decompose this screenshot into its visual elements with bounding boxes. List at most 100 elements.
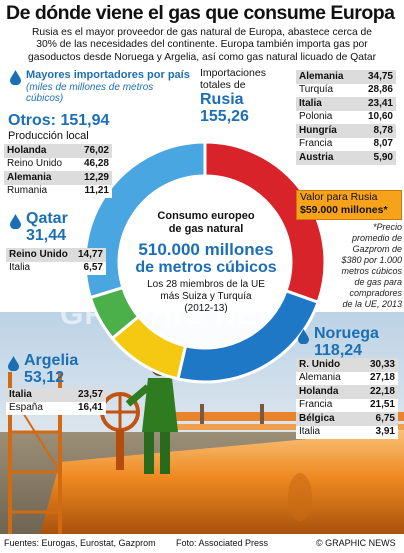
importer-row: Francia 8,07 bbox=[296, 138, 396, 152]
footnote-line: promedio de bbox=[351, 233, 402, 243]
gas-drop-icon bbox=[8, 356, 19, 371]
copyright-credit: © GRAPHIC NEWS bbox=[316, 538, 396, 548]
algeria-label: Argelia 53,12 bbox=[8, 352, 108, 386]
importer-country: España bbox=[9, 402, 43, 414]
importer-value: 22,18 bbox=[369, 385, 395, 397]
importer-country: Holanda bbox=[299, 385, 339, 397]
algeria-table: Italia 23,57 España 16,41 bbox=[6, 388, 106, 415]
importer-country: Rumania bbox=[7, 185, 48, 197]
importer-value: 27,18 bbox=[369, 372, 395, 384]
russia-value-label: Valor para Rusia bbox=[300, 191, 378, 203]
importer-value: 21,51 bbox=[369, 399, 395, 411]
importer-country: Italia bbox=[9, 262, 31, 274]
others-value: 151,94 bbox=[60, 112, 110, 129]
importer-value: 14,77 bbox=[77, 248, 103, 260]
algeria-value: 53,12 bbox=[24, 369, 65, 386]
qatar-value: 31,44 bbox=[26, 227, 67, 244]
algeria-name: Argelia bbox=[24, 352, 79, 369]
importer-value: 5,90 bbox=[373, 151, 393, 163]
gas-drop-icon bbox=[298, 329, 309, 344]
importer-country: Austria bbox=[299, 151, 334, 163]
russia-caption: Importaciones totales de bbox=[200, 67, 266, 91]
importer-country: Alemania bbox=[299, 372, 341, 384]
importer-country: Francia bbox=[299, 399, 333, 411]
intro-text: Rusia es el mayor proveedor de gas natur… bbox=[0, 27, 404, 64]
legend-units: (miles de millones de metros cúbicos) bbox=[26, 82, 154, 104]
center-sub-1: Los 28 miembros de la UE bbox=[147, 279, 265, 290]
importer-row: Italia 23,57 bbox=[6, 388, 106, 402]
price-footnote: *Precio promedio de Gazprom de $380 por 1.0… bbox=[320, 222, 402, 310]
others-name: Otros: bbox=[8, 112, 56, 129]
intro-line: gasoductos desde Noruega y Argelia, así … bbox=[27, 51, 377, 63]
importer-row: Italia 6,57 bbox=[6, 262, 106, 276]
footnote-line: de gas para bbox=[354, 277, 402, 287]
importer-value: 11,21 bbox=[84, 185, 109, 197]
russia-table: Alemania 34,75 Turquía 28,86 Italia 23,41 Polo… bbox=[296, 70, 396, 165]
center-line-2: de gas natural bbox=[168, 223, 244, 235]
importer-value: 28,86 bbox=[367, 84, 393, 96]
importer-country: Italia bbox=[299, 426, 321, 438]
gas-drop-icon bbox=[10, 70, 21, 85]
importer-value: 23,41 bbox=[367, 97, 393, 109]
chart-center-label: Consumo europeo de gas natural 510.000 m… bbox=[126, 210, 286, 315]
others-label: Otros: 151,94 Producción local bbox=[8, 112, 158, 142]
importer-row: Francia 21,51 bbox=[296, 399, 398, 413]
importer-row: Hungría 8,78 bbox=[296, 124, 396, 138]
importer-row: Italia 23,41 bbox=[296, 97, 396, 111]
center-sub-2: más Suiza y Turquía bbox=[160, 291, 252, 302]
footnote-line: compradores bbox=[349, 288, 402, 298]
importer-country: Reino Unido bbox=[7, 158, 63, 170]
norway-table: R. Unido 30,33 Alemania 27,18 Holanda 22,18 Fr… bbox=[296, 358, 398, 439]
qatar-label: Qatar 31,44 bbox=[8, 210, 98, 244]
importer-value: 34,75 bbox=[367, 70, 393, 82]
russia-label: Importaciones totales de Rusia 155,26 bbox=[200, 67, 292, 125]
importer-value: 16,41 bbox=[77, 402, 103, 414]
importer-value: 6,75 bbox=[375, 412, 395, 424]
importer-row: Alemania 12,29 bbox=[4, 171, 112, 185]
importer-value: 3,91 bbox=[375, 426, 395, 438]
importer-row: Austria 5,90 bbox=[296, 151, 396, 165]
russia-name: Rusia bbox=[200, 91, 244, 108]
intro-line: 30% de las necesidades del continente. E… bbox=[36, 39, 368, 51]
importer-row: Holanda 22,18 bbox=[296, 385, 398, 399]
legend: Mayores importadores por país (miles de … bbox=[8, 66, 198, 110]
sources-credit: Fuentes: Eurogas, Eurostat, Gazprom bbox=[4, 538, 156, 548]
norway-label: Noruega 118,24 bbox=[298, 325, 398, 359]
footnote-line: metros cúbicos bbox=[341, 266, 402, 276]
center-sub-3: (2012-13) bbox=[184, 303, 228, 314]
importer-country: Alemania bbox=[7, 171, 52, 183]
center-line-1: Consumo europeo bbox=[157, 210, 255, 222]
importer-row: Reino Unido 46,28 bbox=[4, 158, 112, 172]
footnote-line: $380 por 1.000 bbox=[341, 255, 402, 265]
importer-value: 23,57 bbox=[77, 388, 103, 400]
importer-country: Francia bbox=[299, 138, 333, 150]
importer-row: Rumania 11,21 bbox=[4, 185, 112, 199]
importer-country: Reino Unido bbox=[9, 248, 68, 260]
norway-name: Noruega bbox=[314, 325, 379, 342]
importer-value: 8,07 bbox=[373, 138, 393, 150]
importer-row: Alemania 34,75 bbox=[296, 70, 396, 84]
page-title: De dónde viene el gas que consume Europa bbox=[6, 2, 395, 24]
legend-heading: Mayores importadores por país bbox=[26, 69, 190, 81]
importer-value: 46,28 bbox=[83, 158, 109, 170]
importer-country: R. Unido bbox=[299, 358, 341, 370]
importer-country: Turquía bbox=[299, 84, 334, 96]
importer-row: Turquía 28,86 bbox=[296, 84, 396, 98]
russia-value-box: Valor para Rusia $59.000 millones* bbox=[296, 190, 402, 220]
qatar-table: Reino Unido 14,77 Italia 6,57 bbox=[6, 248, 106, 275]
footnote-line: Gazprom de bbox=[352, 244, 402, 254]
qatar-name: Qatar bbox=[26, 210, 68, 227]
importer-value: 8,78 bbox=[373, 124, 393, 136]
importer-country: Bélgica bbox=[299, 412, 335, 424]
importer-value: 30,33 bbox=[369, 358, 395, 370]
russia-value: 155,26 bbox=[200, 108, 249, 125]
importer-row: España 16,41 bbox=[6, 402, 106, 416]
importer-value: 10,60 bbox=[367, 111, 393, 123]
footnote-line: de la UE, 2013 bbox=[342, 299, 402, 309]
gas-drop-icon bbox=[10, 214, 21, 229]
footnote-line: *Precio bbox=[372, 222, 402, 232]
importer-row: Holanda 76,02 bbox=[4, 144, 112, 158]
importer-row: R. Unido 30,33 bbox=[296, 358, 398, 372]
importer-country: Polonia bbox=[299, 111, 333, 123]
others-sub: Producción local bbox=[8, 130, 89, 142]
